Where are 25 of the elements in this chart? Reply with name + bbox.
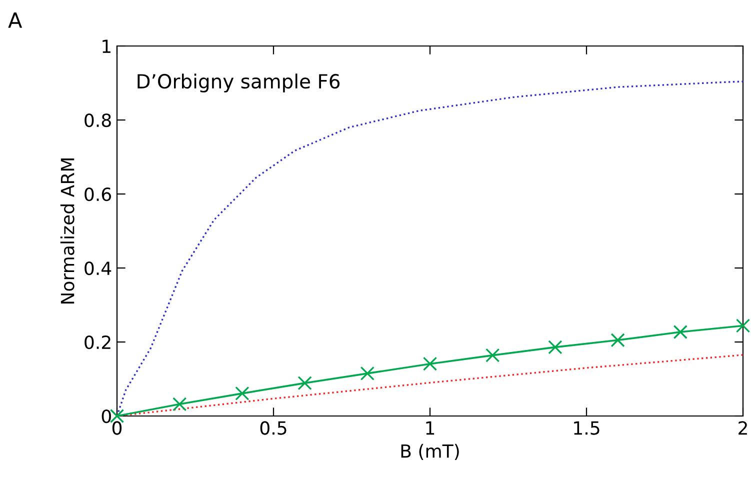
x-axis-title: B (mT) [401, 444, 459, 460]
x-tick-label: 1.5 [574, 421, 600, 435]
point [548, 340, 562, 354]
y-tick-label: 0.6 [84, 187, 112, 202]
y-tick-label: 0.2 [84, 335, 110, 350]
text: A [8, 12, 22, 28]
x-tick-label: 1 [426, 421, 434, 435]
y-tick-label: 1 [102, 40, 110, 53]
y-tick-label: 0 [102, 409, 111, 424]
y-tick-label: 0.8 [84, 113, 111, 128]
point [235, 386, 250, 401]
point [298, 376, 312, 390]
point [486, 348, 500, 362]
y-axis-title: Normalized ARM [60, 158, 74, 304]
x-tick-label: 0 [112, 421, 122, 435]
annotation: D’Orbigny sample F6 [138, 74, 340, 92]
point [172, 397, 187, 412]
point [360, 366, 374, 381]
y-tick-label: 0.4 [84, 261, 112, 276]
point [610, 333, 625, 348]
x-tick-label: 2 [738, 421, 747, 435]
point [736, 318, 750, 333]
point [422, 356, 438, 371]
point [673, 324, 688, 340]
x-tick-label: 0.5 [260, 421, 286, 435]
